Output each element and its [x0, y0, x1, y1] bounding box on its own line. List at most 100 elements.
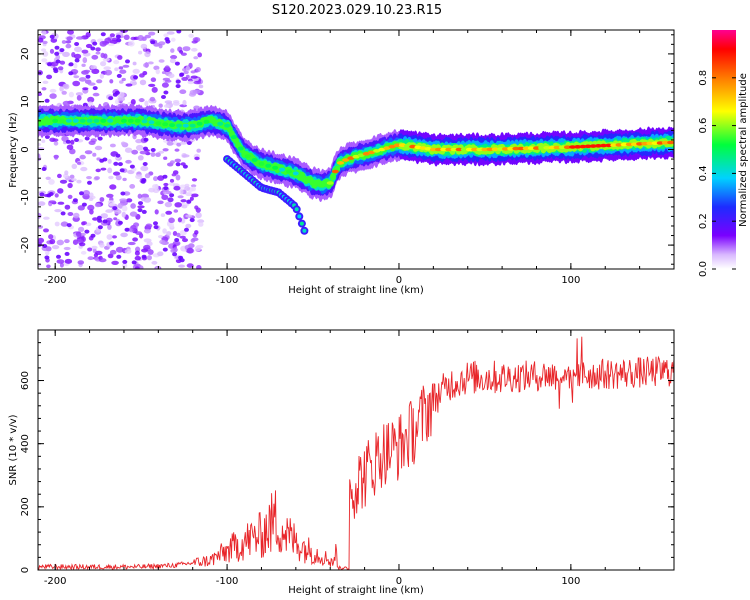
- noise-speckle: [161, 95, 166, 99]
- noise-speckle: [185, 192, 193, 197]
- noise-speckle: [147, 61, 154, 65]
- noise-speckle: [95, 250, 103, 255]
- noise-speckle: [113, 161, 119, 166]
- noise-speckle: [166, 141, 174, 146]
- noise-speckle: [115, 34, 121, 39]
- noise-speckle: [144, 100, 149, 107]
- noise-speckle: [157, 175, 165, 181]
- ridge-peak: [471, 147, 479, 152]
- noise-speckle: [90, 65, 96, 70]
- noise-speckle: [96, 79, 103, 84]
- x-tick-label: 100: [561, 275, 580, 286]
- noise-speckle: [147, 249, 154, 255]
- noise-speckle: [64, 204, 71, 210]
- noise-speckle: [132, 68, 140, 74]
- ridge-peak: [251, 158, 258, 162]
- noise-speckle: [179, 89, 187, 94]
- ridge-peak: [331, 169, 339, 174]
- ridge-peak: [512, 146, 520, 151]
- noise-speckle: [51, 245, 60, 250]
- ridge-peak: [600, 143, 607, 148]
- x-tick-label: 0: [396, 275, 402, 286]
- noise-speckle: [88, 140, 96, 145]
- noise-speckle: [79, 154, 86, 160]
- noise-speckle: [109, 79, 114, 84]
- noise-speckle: [75, 92, 83, 96]
- noise-speckle: [47, 62, 52, 67]
- noise-speckle: [118, 96, 125, 102]
- noise-speckle: [163, 90, 169, 95]
- noise-speckle: [60, 221, 69, 227]
- noise-speckle: [176, 142, 182, 147]
- noise-speckle: [163, 186, 169, 191]
- noise-speckle: [151, 86, 158, 93]
- ridge-peak: [435, 147, 442, 152]
- noise-speckle: [69, 174, 75, 179]
- snr-x-label: Height of straight line (km): [288, 585, 424, 596]
- noise-speckle: [108, 96, 114, 101]
- ridge-peak: [605, 143, 613, 148]
- noise-speckle: [135, 174, 143, 180]
- noise-speckle: [92, 152, 97, 157]
- noise-speckle: [99, 158, 105, 163]
- noise-speckle: [165, 210, 173, 215]
- noise-speckle: [180, 52, 187, 56]
- ridge-peak: [148, 120, 155, 125]
- noise-speckle: [150, 148, 156, 152]
- noise-speckle: [67, 212, 74, 216]
- noise-speckle: [167, 197, 174, 203]
- noise-speckle: [80, 166, 88, 172]
- noise-speckle: [62, 51, 70, 58]
- noise-speckle: [134, 266, 140, 269]
- noise-speckle: [84, 150, 93, 155]
- noise-speckle: [164, 65, 170, 70]
- noise-speckle: [38, 92, 43, 96]
- noise-speckle: [100, 213, 109, 219]
- snr-y-ticks: 0 200 400 600: [20, 342, 674, 573]
- ridge-peak: [558, 145, 566, 150]
- ridge-peak: [217, 121, 224, 126]
- noise-speckle: [120, 191, 126, 196]
- noise-speckle: [41, 87, 47, 91]
- noise-speckle: [143, 137, 149, 142]
- ridge-peak: [244, 154, 251, 159]
- noise-speckle: [185, 214, 193, 218]
- noise-speckle: [82, 57, 88, 64]
- ridge-peak: [224, 123, 231, 128]
- ridge-peak: [292, 171, 299, 176]
- y-tick-label: 400: [20, 434, 31, 453]
- noise-speckle: [143, 228, 151, 234]
- noise-speckle: [148, 83, 156, 87]
- noise-speckle: [85, 74, 91, 79]
- ridge-peak: [107, 118, 114, 123]
- noise-speckle: [119, 69, 127, 74]
- ridge-peak: [79, 118, 86, 123]
- noise-speckle: [155, 69, 160, 75]
- ridge-peak: [176, 123, 182, 128]
- noise-speckle: [59, 179, 68, 184]
- noise-speckle: [161, 194, 169, 200]
- noise-speckle: [178, 255, 184, 260]
- ridge-peak: [610, 143, 618, 147]
- noise-speckle: [137, 35, 145, 41]
- noise-speckle: [64, 170, 69, 176]
- noise-speckle: [100, 32, 106, 37]
- noise-speckle: [194, 246, 202, 252]
- noise-speckle: [39, 192, 45, 197]
- noise-speckle: [92, 92, 100, 97]
- noise-speckle: [46, 264, 51, 269]
- noise-speckle: [56, 254, 61, 259]
- noise-speckle: [171, 173, 177, 177]
- spectrogram-x-ticks: -200 -100 0 100: [44, 30, 641, 286]
- noise-speckle: [187, 80, 195, 85]
- noise-speckle: [168, 73, 175, 79]
- noise-speckle: [59, 262, 64, 268]
- noise-speckle: [84, 229, 90, 234]
- noise-speckle: [49, 88, 57, 93]
- noise-speckle: [74, 53, 82, 60]
- noise-speckle: [56, 239, 64, 246]
- noise-speckle: [182, 99, 187, 106]
- noise-speckle: [169, 193, 175, 198]
- noise-speckle: [123, 34, 130, 40]
